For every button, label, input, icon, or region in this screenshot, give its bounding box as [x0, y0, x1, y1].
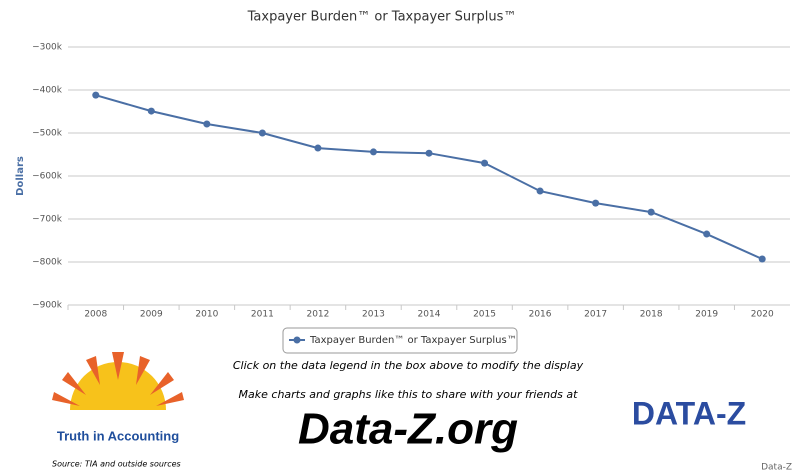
point [92, 91, 100, 99]
point [758, 255, 766, 263]
point [592, 199, 600, 207]
point [703, 230, 711, 238]
promo-text: Make charts and graphs like this to shar… [239, 388, 579, 401]
y-tick-label: −400k [32, 86, 63, 96]
y-tick-label: −800k [32, 258, 63, 268]
legend-label[interactable]: Taxpayer Burden™ or Taxpayer Surplus™ [309, 335, 517, 346]
x-tick-label: 2012 [306, 310, 329, 320]
y-tick-label: −500k [32, 129, 63, 139]
x-tick-label: 2009 [140, 310, 163, 320]
point [147, 107, 155, 115]
y-tick-label: −700k [32, 215, 63, 225]
site-name[interactable]: Data-Z.org [298, 405, 518, 454]
line [95, 94, 763, 260]
credit-text[interactable]: Data-Z [761, 463, 792, 473]
x-tick-label: 2020 [751, 310, 774, 320]
point [425, 149, 433, 157]
x-tick-label: 2008 [84, 310, 107, 320]
legend-box[interactable] [282, 327, 518, 354]
x-tick-label: 2015 [473, 310, 496, 320]
tia-logo-text: Truth in Accounting [57, 428, 179, 443]
x-tick-label: 2014 [418, 310, 441, 320]
point [647, 208, 655, 216]
chart-title: Taxpayer Burden™ or Taxpayer Surplus™ [247, 10, 517, 25]
x-tick-label: 2010 [195, 310, 218, 320]
tia-sun [52, 352, 184, 410]
point [258, 129, 266, 137]
y-tick-label: −300k [32, 43, 63, 53]
point [481, 159, 489, 167]
x-tick-label: 2016 [529, 310, 552, 320]
y-tick-label: −600k [32, 172, 63, 182]
dataz-logo: DATA-Z [632, 395, 746, 431]
legend-marker [293, 336, 301, 344]
x-tick-label: 2018 [640, 310, 663, 320]
x-tick-label: 2019 [695, 310, 718, 320]
x-tick-label: 2017 [584, 310, 607, 320]
hint-text: Click on the data legend in the box abov… [233, 359, 584, 372]
point [203, 120, 211, 128]
y-tick-label: −900k [32, 301, 63, 311]
point [314, 144, 322, 152]
x-tick-label: 2011 [251, 310, 274, 320]
source-text: Source: TIA and outside sources [52, 460, 181, 469]
x-tick-label: 2013 [362, 310, 385, 320]
point [369, 148, 377, 156]
point [536, 187, 544, 195]
y-axis-label: Dollars [15, 156, 26, 196]
